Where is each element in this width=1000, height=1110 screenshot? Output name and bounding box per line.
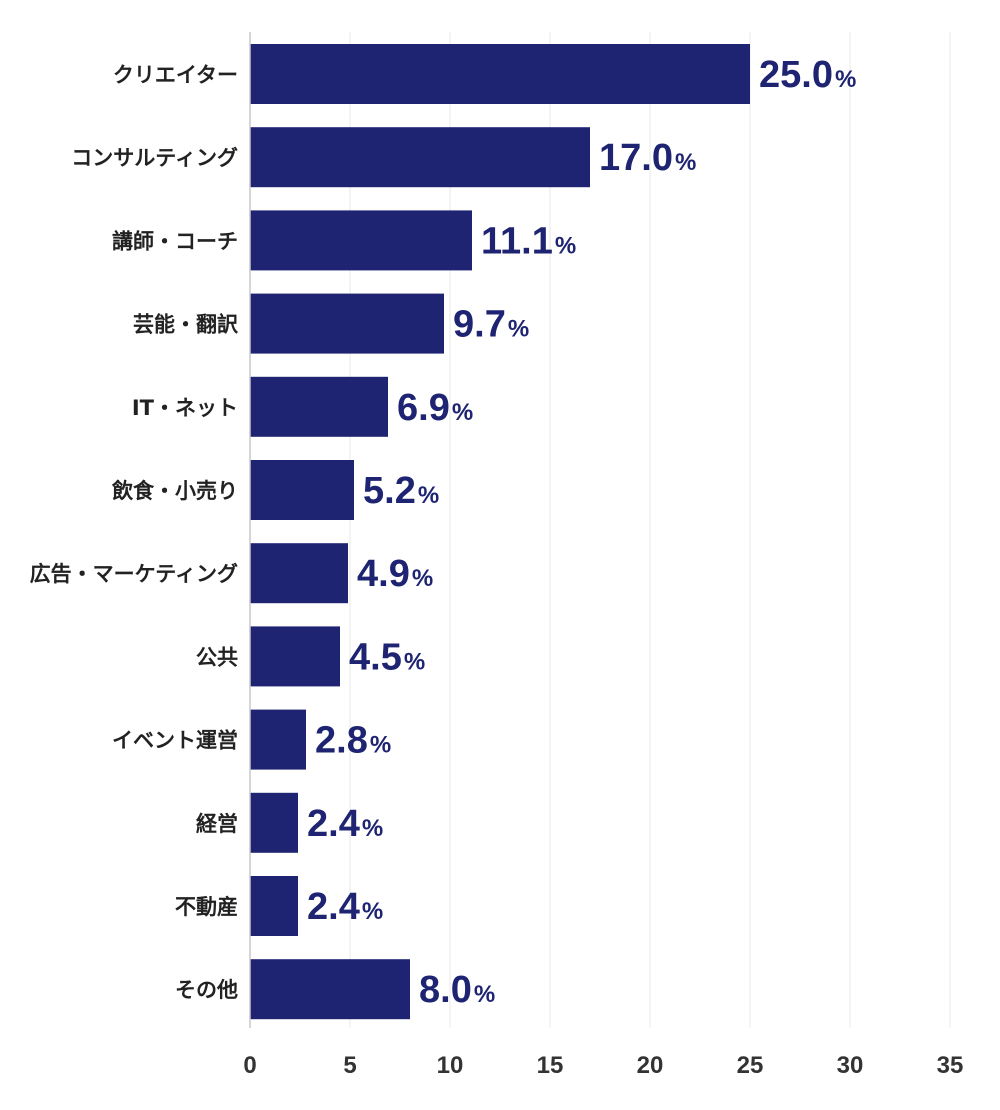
value-label-6: 4.9% xyxy=(357,553,433,595)
value-unit-10: % xyxy=(362,898,383,925)
value-unit-11: % xyxy=(474,981,495,1008)
value-number-11: 8.0 xyxy=(419,969,472,1011)
bar-8 xyxy=(250,709,306,770)
value-unit-9: % xyxy=(362,815,383,842)
value-label-2: 11.1% xyxy=(481,220,576,262)
bar-3 xyxy=(250,293,444,354)
value-unit-5: % xyxy=(418,482,439,509)
x-tick-label-30: 30 xyxy=(837,1052,864,1079)
value-unit-0: % xyxy=(835,66,856,93)
value-unit-1: % xyxy=(675,149,696,176)
value-label-5: 5.2% xyxy=(363,470,439,512)
value-number-0: 25.0 xyxy=(759,54,833,96)
category-label-9: 経営 xyxy=(196,812,238,836)
value-label-10: 2.4% xyxy=(307,886,383,928)
bar-1 xyxy=(250,127,590,188)
grid-lines xyxy=(349,32,951,1028)
value-number-3: 9.7 xyxy=(453,304,506,346)
value-labels: 25.0%17.0%11.1%9.7%6.9%5.2%4.9%4.5%2.8%2… xyxy=(307,54,856,1011)
value-label-0: 25.0% xyxy=(759,54,856,96)
bar-10 xyxy=(250,876,298,936)
value-number-9: 2.4 xyxy=(307,803,360,845)
category-label-2: 講師・コーチ xyxy=(112,229,238,253)
value-number-4: 6.9 xyxy=(397,387,450,429)
value-unit-3: % xyxy=(508,316,529,343)
value-number-2: 11.1 xyxy=(481,220,553,262)
bar-9 xyxy=(250,792,298,853)
x-tick-label-20: 20 xyxy=(637,1052,664,1079)
value-unit-6: % xyxy=(412,565,433,592)
value-unit-4: % xyxy=(452,399,473,426)
value-number-5: 5.2 xyxy=(363,470,416,512)
category-label-7: 公共 xyxy=(196,645,238,669)
x-tick-label-35: 35 xyxy=(937,1052,964,1079)
bar-11 xyxy=(250,959,410,1020)
value-number-6: 4.9 xyxy=(357,553,410,595)
bar-6 xyxy=(250,543,348,604)
value-label-11: 8.0% xyxy=(419,969,495,1011)
x-tick-label-25: 25 xyxy=(737,1052,764,1079)
bar-7 xyxy=(250,626,340,687)
value-label-1: 17.0% xyxy=(599,137,696,179)
value-unit-8: % xyxy=(370,732,391,759)
bar-4 xyxy=(250,376,388,437)
category-label-4: IT・ネット xyxy=(132,396,238,420)
value-label-7: 4.5% xyxy=(349,636,425,678)
x-tick-label-10: 10 xyxy=(437,1052,464,1079)
x-tick-label-0: 0 xyxy=(243,1052,256,1079)
x-tick-label-5: 5 xyxy=(343,1052,356,1079)
category-label-10: 不動産 xyxy=(175,895,238,919)
category-label-8: イベント運営 xyxy=(112,729,238,753)
value-unit-2: % xyxy=(555,232,576,259)
value-label-4: 6.9% xyxy=(397,387,473,429)
category-label-11: その他 xyxy=(175,978,238,1002)
category-label-6: 広告・マーケティング xyxy=(30,562,238,586)
value-number-7: 4.5 xyxy=(349,636,402,678)
bar-5 xyxy=(250,460,354,520)
value-number-1: 17.0 xyxy=(599,137,673,179)
category-label-0: クリエイター xyxy=(113,63,238,87)
bars xyxy=(250,44,750,1020)
value-number-8: 2.8 xyxy=(315,720,368,762)
category-label-3: 芸能・翻訳 xyxy=(133,313,239,337)
value-label-9: 2.4% xyxy=(307,803,383,845)
category-label-5: 飲食・小売り xyxy=(111,479,238,503)
bar-2 xyxy=(250,210,472,271)
category-label-1: コンサルティング xyxy=(71,146,238,170)
value-number-10: 2.4 xyxy=(307,886,360,928)
value-label-3: 9.7% xyxy=(453,304,529,346)
x-axis-tick-labels: 0 5 10 15 20 25 30 35 xyxy=(243,1052,963,1079)
x-tick-label-15: 15 xyxy=(537,1052,564,1079)
value-label-8: 2.8% xyxy=(315,720,391,762)
bar-0 xyxy=(250,44,750,104)
value-unit-7: % xyxy=(404,648,425,675)
